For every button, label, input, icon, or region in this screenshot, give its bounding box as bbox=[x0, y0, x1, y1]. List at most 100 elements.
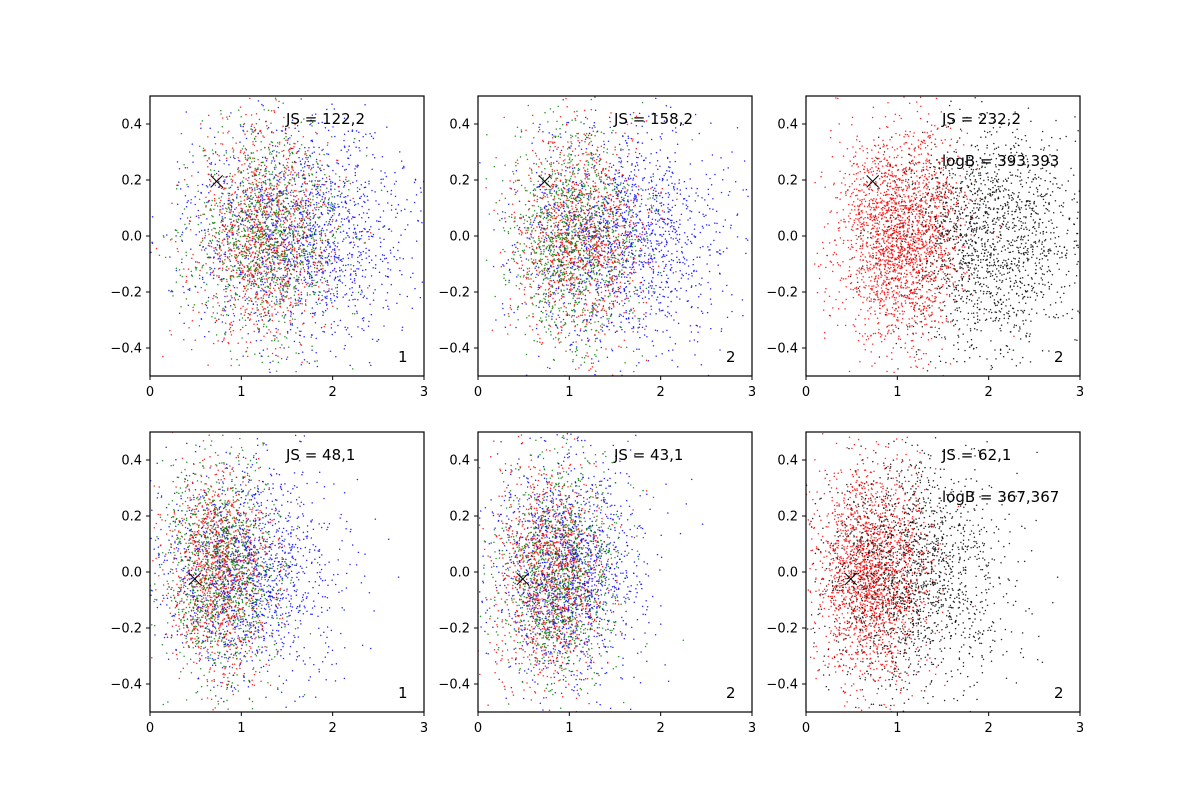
data-point bbox=[401, 329, 403, 331]
data-point bbox=[270, 187, 272, 189]
data-point bbox=[279, 346, 281, 349]
data-point bbox=[310, 336, 312, 338]
data-point bbox=[293, 209, 296, 211]
data-point bbox=[278, 303, 280, 305]
data-point bbox=[523, 293, 526, 295]
data-point bbox=[221, 261, 224, 263]
data-point bbox=[620, 208, 622, 211]
data-point bbox=[315, 160, 318, 163]
data-point bbox=[251, 131, 254, 133]
data-point bbox=[315, 229, 317, 231]
data-point bbox=[178, 269, 181, 271]
data-point bbox=[277, 205, 279, 207]
data-point bbox=[587, 247, 590, 250]
data-point bbox=[600, 248, 603, 250]
data-point bbox=[185, 254, 188, 257]
data-point bbox=[701, 159, 703, 162]
data-point bbox=[208, 242, 210, 245]
data-point bbox=[212, 262, 215, 264]
data-point bbox=[261, 194, 263, 196]
data-point bbox=[237, 260, 239, 263]
data-point bbox=[242, 253, 244, 256]
data-point bbox=[498, 199, 501, 202]
data-point bbox=[220, 113, 222, 115]
data-point bbox=[175, 235, 177, 237]
data-point bbox=[225, 233, 228, 236]
data-point bbox=[292, 174, 294, 176]
data-point bbox=[193, 303, 196, 306]
data-point bbox=[395, 208, 397, 211]
data-point bbox=[190, 198, 193, 201]
data-point bbox=[256, 292, 259, 295]
data-point bbox=[258, 226, 260, 229]
data-point bbox=[324, 291, 327, 293]
data-point bbox=[301, 197, 303, 199]
data-point bbox=[291, 324, 294, 326]
data-point bbox=[393, 183, 396, 185]
data-point bbox=[381, 283, 383, 286]
data-point bbox=[261, 299, 263, 302]
data-point bbox=[282, 199, 285, 202]
data-point bbox=[291, 184, 293, 186]
data-point bbox=[316, 242, 318, 244]
data-point bbox=[183, 268, 185, 270]
data-point bbox=[271, 150, 274, 153]
data-point bbox=[310, 180, 313, 183]
data-point bbox=[568, 153, 570, 155]
data-point bbox=[329, 271, 332, 274]
data-point bbox=[250, 261, 252, 263]
data-point bbox=[307, 204, 309, 207]
data-point bbox=[235, 142, 237, 144]
data-point bbox=[237, 171, 239, 173]
data-point bbox=[316, 267, 318, 269]
data-point bbox=[255, 269, 258, 271]
data-point bbox=[239, 185, 242, 187]
data-point bbox=[594, 353, 596, 356]
data-point bbox=[262, 263, 265, 265]
data-point bbox=[258, 263, 260, 265]
data-point bbox=[271, 339, 273, 342]
data-point bbox=[239, 141, 241, 143]
data-point bbox=[203, 155, 206, 157]
data-point bbox=[565, 350, 567, 352]
data-point bbox=[305, 189, 307, 192]
data-point bbox=[203, 213, 206, 215]
data-point bbox=[258, 250, 261, 252]
data-point bbox=[530, 253, 532, 255]
data-point bbox=[336, 194, 339, 197]
data-point bbox=[339, 280, 342, 282]
data-point bbox=[243, 295, 246, 297]
data-point bbox=[250, 244, 252, 246]
data-point bbox=[378, 271, 381, 274]
data-point bbox=[560, 321, 562, 323]
data-point bbox=[258, 187, 260, 190]
data-point bbox=[307, 236, 309, 238]
data-point bbox=[281, 297, 284, 299]
data-point bbox=[303, 336, 305, 338]
data-point bbox=[300, 185, 303, 188]
data-point bbox=[175, 267, 178, 269]
data-point bbox=[255, 209, 257, 212]
data-point bbox=[239, 124, 242, 126]
data-point bbox=[726, 284, 728, 287]
data-point bbox=[249, 156, 251, 159]
data-point bbox=[287, 232, 289, 235]
data-point bbox=[343, 139, 345, 142]
data-point bbox=[283, 173, 285, 176]
data-point bbox=[285, 136, 287, 138]
data-point bbox=[628, 207, 630, 209]
data-point bbox=[243, 199, 246, 201]
data-point bbox=[251, 232, 253, 234]
data-point bbox=[287, 192, 290, 194]
data-point bbox=[609, 252, 612, 254]
data-point bbox=[311, 184, 314, 187]
data-point bbox=[352, 291, 354, 294]
data-point bbox=[299, 255, 301, 258]
data-point bbox=[336, 292, 339, 295]
data-point bbox=[252, 303, 255, 306]
data-point bbox=[271, 319, 274, 322]
data-point bbox=[336, 290, 338, 292]
data-point bbox=[535, 154, 538, 157]
data-point bbox=[288, 248, 291, 251]
data-point bbox=[330, 207, 333, 210]
